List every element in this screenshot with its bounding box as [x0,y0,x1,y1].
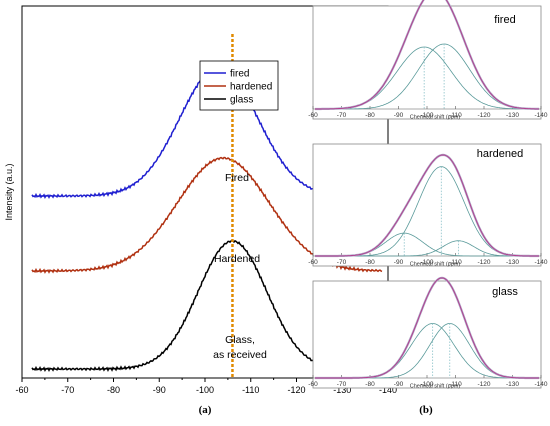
panel-b-x-axis-label: Chemical shift (ppm) [410,384,461,390]
panel-b-measured-spectrum [315,154,539,257]
panel-b-title: fired [494,14,515,26]
panel-b-x-tick-label: -130 [506,381,519,388]
panel-b-x-tick-label: -120 [477,259,490,266]
panel-b-x-tick-label: -110 [449,112,462,119]
panel-a-x-tick-label: -80 [107,385,120,395]
panel-b-x-tick-label: -100 [420,259,433,266]
panel-a-label-hardened: Hardened [214,253,260,265]
panel-b-measured-spectrum [315,0,539,110]
panel-a-caption: (a) [199,404,212,416]
panel-b-x-tick-label: -120 [477,381,490,388]
panel-b-x-tick-label: -70 [337,381,347,388]
panel-b-x-tick-label: -80 [365,112,375,119]
panel-b-x-tick-label: -80 [365,259,375,266]
panel-a-label-glass: Glass, [225,334,255,346]
panel-a-x-tick-label: -100 [196,385,214,395]
panel-a-x-tick-label: -120 [287,385,305,395]
panel-b-subplot-fired: -60 -70 -80 -90 -100 -110 -120 -130 -140 Chemical… [308,0,548,121]
panel-b-x-tick-label: -120 [477,112,490,119]
panel-b-title: glass [492,286,518,298]
panel-b-x-tick-label: -100 [420,112,433,119]
panel-b-x-tick-label: -130 [506,259,519,266]
panel-b-x-tick-label: -70 [337,259,347,266]
panel-a-x-tick-label: -70 [61,385,74,395]
panel-b-x-tick-label: -90 [394,381,404,388]
panel-a-legend-label-fired: fired [230,69,249,80]
panel-a-label-as-received: as received [213,349,267,361]
panel-b-x-tick-label: -140 [534,381,547,388]
panel-a-label-fired: Fired [225,172,249,184]
panel-b-x-tick-label: -130 [506,112,519,119]
panel-b-caption: (b) [419,404,433,416]
panel-a-y-axis-label: Intensity (a.u.) [4,163,14,220]
panel-a-legend: fired hardened glass [199,60,279,111]
panel-a-legend-label-hardened: hardened [230,82,272,93]
panel-a-legend-label-glass: glass [230,95,253,106]
panel-b-subplot-hardened: -60 -70 -80 -90 -100 -110 -120 -130 -140 Chemical… [308,143,548,268]
panel-b-x-tick-label: -140 [534,112,547,119]
panel-b-subplot-glass: -60 -70 -80 -90 -100 -110 -120 -130 -140 Chemical… [308,276,548,390]
panel-b-x-tick-label: -100 [420,381,433,388]
panel-b-frame [312,5,542,120]
panel-b-x-axis-label: Chemical shift (ppm) [410,262,461,268]
panel-b-title: hardened [477,148,524,160]
panel-a-x-tick-label: -90 [153,385,166,395]
panel-b-x-tick-label: -60 [308,112,318,119]
panel-b-measured-spectrum [315,277,539,379]
panel-b-x-tick-label: -90 [394,112,404,119]
panel-b-x-tick-label: -140 [534,259,547,266]
panel-b-x-tick-label: -80 [365,381,375,388]
panel-b-x-tick-label: -110 [449,259,462,266]
panel-a-x-tick-label: -130 [333,385,351,395]
panel-a-x-tick-label: -60 [15,385,28,395]
panel-b-x-tick-label: -60 [308,381,318,388]
panel-b-x-axis-label: Chemical shift (ppm) [410,115,461,121]
panel-b-x-tick-label: -70 [337,112,347,119]
panel-b-x-tick-label: -90 [394,259,404,266]
panel-a-x-tick-label: -110 [242,385,259,395]
panel-a-x-tick-label: -140 [379,385,397,395]
panel-b-x-tick-label: -110 [449,381,462,388]
panel-b-x-tick-label: -60 [308,259,318,266]
panel-b-frame [312,143,542,267]
